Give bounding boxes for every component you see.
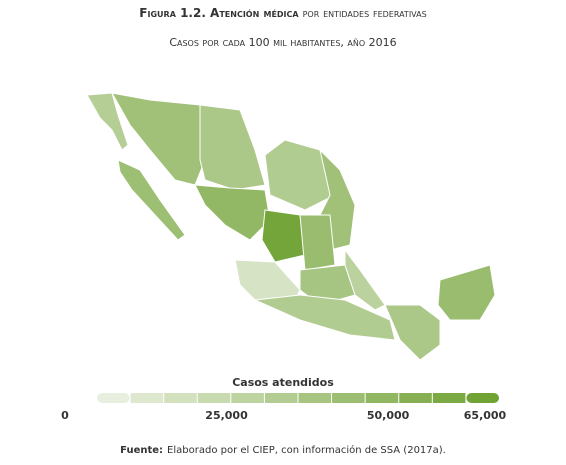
legend-swatch bbox=[130, 393, 164, 403]
legend-title: Casos atendidos bbox=[232, 376, 334, 389]
state-region bbox=[261, 209, 306, 263]
legend-swatch bbox=[97, 393, 130, 403]
state-region bbox=[264, 139, 336, 211]
legend-tick-label: 0 bbox=[61, 409, 69, 422]
legend-swatch bbox=[365, 393, 399, 403]
state-region bbox=[117, 159, 186, 241]
state-region bbox=[253, 294, 396, 341]
title-bold: Figura 1.2. Atención médica bbox=[139, 6, 299, 20]
title-rest: por entidades federativas bbox=[303, 6, 427, 20]
figure-title: Figura 1.2. Atención médica por entidades… bbox=[139, 6, 426, 20]
state-region bbox=[86, 92, 129, 151]
legend-swatch bbox=[466, 393, 499, 403]
legend-swatch bbox=[332, 393, 365, 403]
legend-tick-label: 25,000 bbox=[205, 409, 248, 422]
legend-tick-label: 65,000 bbox=[464, 409, 507, 422]
source-label: Fuente: bbox=[120, 445, 163, 456]
legend: 0 25,000 50,000 65,000 bbox=[61, 393, 507, 422]
source: Fuente: Elaborado por el CIEP, con inform… bbox=[120, 444, 446, 456]
state-region bbox=[199, 104, 266, 191]
legend-swatch bbox=[264, 393, 298, 403]
legend-swatch bbox=[399, 393, 432, 403]
source-text: Elaborado por el CIEP, con información d… bbox=[167, 444, 446, 456]
state-region bbox=[299, 214, 336, 271]
map bbox=[86, 92, 496, 361]
subtitle: Casos por cada 100 mil habitantes, año 2… bbox=[169, 36, 396, 49]
legend-swatch bbox=[231, 393, 264, 403]
state-region bbox=[437, 264, 496, 321]
state-region bbox=[384, 304, 441, 361]
state-region bbox=[344, 248, 386, 311]
legend-swatch bbox=[432, 393, 466, 403]
legend-swatch bbox=[197, 393, 231, 403]
legend-swatch bbox=[164, 393, 197, 403]
state-region bbox=[194, 184, 271, 241]
legend-swatch bbox=[298, 393, 332, 403]
legend-tick-label: 50,000 bbox=[367, 409, 410, 422]
